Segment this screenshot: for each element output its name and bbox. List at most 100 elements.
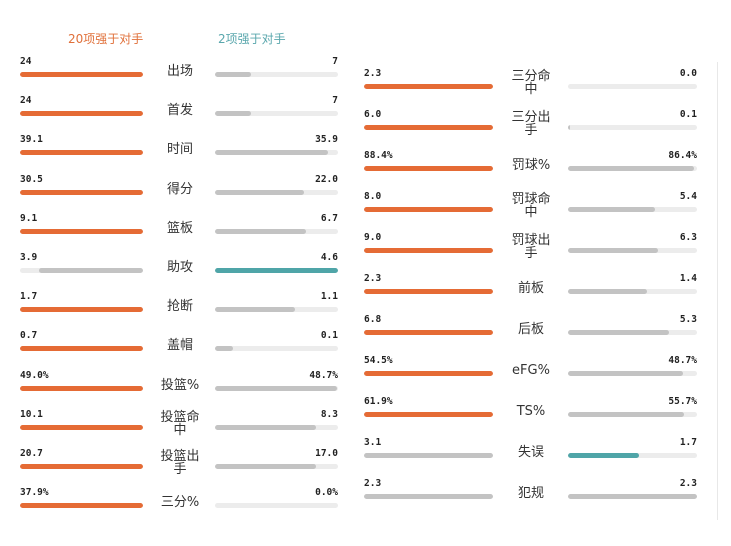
opponent-value: 0.1 (320, 330, 338, 342)
stat-label: 出场 (140, 65, 220, 78)
team-bar-track (20, 150, 143, 156)
legend-team: 20项强于对手 (68, 32, 144, 46)
team-bar-track (364, 125, 493, 130)
team-bar-track (20, 111, 143, 117)
opponent-bar (568, 166, 695, 171)
opponent-value: 8.3 (320, 408, 338, 420)
stat-row: 49.0% 48.7% 投篮% (0, 370, 731, 410)
opponent-bar (215, 72, 251, 77)
opponent-bar (215, 346, 233, 352)
team-bar-track (364, 453, 493, 458)
opponent-bar (568, 248, 659, 253)
team-bar-track (364, 494, 493, 499)
opponent-bar-track (215, 307, 338, 313)
team-value: 49.0% (20, 369, 49, 381)
opponent-bar (568, 330, 669, 335)
team-bar (20, 503, 143, 509)
team-bar-track (364, 371, 493, 376)
team-bar (20, 72, 143, 77)
team-bar-track (20, 424, 143, 430)
team-bar-track (364, 412, 493, 417)
stat-label-line: 首发 (166, 103, 193, 119)
opponent-value: 0.0 (679, 68, 697, 79)
stat-label-line: 投篮命 (160, 409, 200, 425)
stat-label: 助攻 (140, 261, 220, 274)
opponent-bar (568, 125, 571, 130)
stat-label: 三分% (140, 496, 220, 509)
opponent-value: 4.6 (320, 252, 338, 263)
team-bar-track (20, 189, 143, 195)
stat-label-line: 罚球命 (511, 192, 551, 207)
team-value: 37.9% (20, 487, 49, 499)
stat-label-line: 投篮% (160, 377, 200, 393)
team-value: 6.8 (364, 314, 382, 325)
stat-row: 1.7 1.1 抢断 (0, 291, 731, 331)
opponent-value: 55.7% (668, 396, 697, 407)
team-bar (20, 189, 143, 195)
stat-row: 8.0 5.4 罚球命中 (0, 191, 731, 231)
stat-label: 犯规 (491, 487, 571, 500)
stat-row: 61.9% 55.7% TS% (0, 396, 731, 436)
stat-label: 三分命中 (491, 70, 571, 96)
team-value: 9.1 (20, 212, 38, 224)
opponent-value: 5.4 (679, 191, 697, 202)
opponent-bar (568, 289, 647, 294)
stat-label-line: 犯规 (517, 486, 544, 501)
stat-label: 三分出手 (491, 111, 571, 137)
stat-row: 30.5 22.0 得分 (0, 174, 731, 214)
stat-label: TS% (491, 405, 571, 418)
opponent-bar (215, 189, 304, 195)
stat-row: 2.3 0.0 三分命中 (0, 68, 731, 108)
stat-row: 10.1 8.3 投篮命中 (0, 409, 731, 449)
team-bar (364, 289, 493, 294)
opponent-value: 7 (332, 56, 338, 67)
opponent-bar-track (568, 207, 697, 212)
team-bar (364, 125, 493, 130)
team-value: 9.0 (364, 232, 382, 243)
team-bar (20, 385, 143, 391)
team-value: 30.5 (20, 173, 43, 185)
opponent-bar (568, 207, 656, 212)
team-bar (20, 307, 143, 313)
opponent-bar (215, 464, 316, 469)
team-value: 6.0 (364, 109, 382, 120)
opponent-bar (215, 150, 328, 156)
stat-label-line: 罚球出 (511, 233, 551, 248)
opponent-bar-track (215, 150, 338, 156)
stat-row: 3.9 4.6 助攻 (0, 252, 731, 292)
team-bar (20, 424, 143, 430)
opponent-value: 1.7 (679, 437, 697, 448)
opponent-bar (215, 307, 295, 313)
team-bar-track (20, 268, 143, 273)
opponent-value: 35.9 (315, 134, 338, 146)
stat-label-line: 中 (524, 82, 538, 97)
stat-label-line: 投篮出 (160, 449, 200, 464)
team-bar (364, 84, 493, 89)
team-bar (38, 268, 143, 273)
stat-label-line: 手 (524, 123, 538, 138)
team-bar (364, 371, 493, 376)
stat-row: 24 7 首发 (0, 95, 731, 135)
opponent-bar-track (215, 228, 338, 234)
team-bar (364, 248, 493, 253)
stat-row: 2.3 1.4 前板 (0, 273, 731, 313)
stat-label-line: 盖帽 (166, 338, 193, 354)
team-bar-track (364, 84, 493, 89)
opponent-bar-track (215, 189, 338, 195)
opponent-value: 7 (332, 95, 338, 107)
stat-label-line: 抢断 (166, 299, 193, 315)
stat-label: 投篮% (140, 379, 220, 392)
team-bar-track (364, 330, 493, 335)
opponent-bar-track (568, 494, 697, 499)
stat-row: 24 7 出场 (0, 56, 731, 96)
team-value: 2.3 (364, 68, 382, 79)
stat-label: 投篮命中 (140, 411, 220, 437)
opponent-bar-track (215, 424, 338, 430)
stat-label: 盖帽 (140, 339, 220, 352)
opponent-bar-track (215, 346, 338, 352)
opponent-bar-track (568, 84, 697, 89)
team-value: 24 (20, 95, 32, 107)
opponent-bar (215, 385, 338, 391)
stat-label-line: 篮板 (166, 220, 193, 236)
opponent-value: 48.7% (309, 369, 338, 381)
